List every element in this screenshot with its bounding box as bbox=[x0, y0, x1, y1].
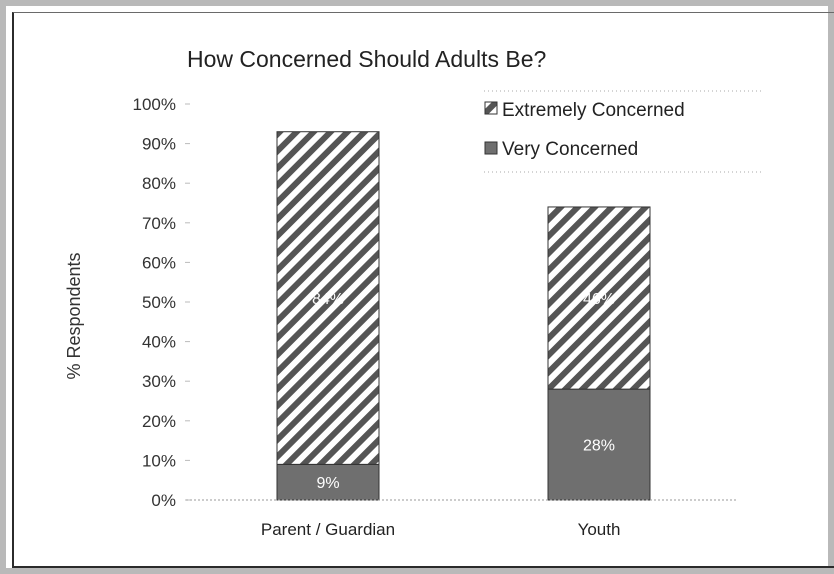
x-axis-labels: Parent / Guardian Youth bbox=[261, 520, 621, 539]
data-label: 46% bbox=[583, 291, 615, 308]
y-tick-label: 90% bbox=[142, 135, 176, 154]
legend-label-extremely-concerned: Extremely Concerned bbox=[502, 100, 685, 121]
data-label: 84% bbox=[312, 291, 344, 308]
y-tick-label: 60% bbox=[142, 253, 176, 272]
y-tick-label: 10% bbox=[142, 451, 176, 470]
y-tick-label: 0% bbox=[151, 491, 176, 510]
y-tick-label: 100% bbox=[133, 95, 176, 114]
data-label: 9% bbox=[316, 475, 339, 492]
y-axis-ticks: 0% 10% 20% 30% 40% 50% 60% 70% 80% 90% 100% bbox=[133, 95, 190, 510]
legend-swatch-very-concerned bbox=[484, 141, 498, 155]
y-tick-label: 40% bbox=[142, 333, 176, 352]
y-tick-label: 80% bbox=[142, 174, 176, 193]
y-axis-label: % Respondents bbox=[64, 252, 84, 379]
x-category-label: Youth bbox=[578, 520, 621, 539]
legend-label-very-concerned: Very Concerned bbox=[502, 139, 638, 160]
y-tick-label: 50% bbox=[142, 293, 176, 312]
y-tick-label: 30% bbox=[142, 372, 176, 391]
bars: 9% 84% 28% 46% bbox=[276, 131, 651, 501]
y-tick-label: 20% bbox=[142, 412, 176, 431]
x-category-label: Parent / Guardian bbox=[261, 520, 395, 539]
chart-title: How Concerned Should Adults Be? bbox=[187, 46, 546, 72]
bar-segment-extremely-concerned bbox=[547, 206, 651, 390]
data-label: 28% bbox=[583, 438, 615, 455]
legend-swatch-extremely-concerned bbox=[484, 101, 498, 115]
chart-area-border bbox=[12, 12, 834, 568]
bar-segment-extremely-concerned bbox=[276, 131, 380, 465]
y-tick-label: 70% bbox=[142, 214, 176, 233]
legend: Extremely Concerned Very Concerned bbox=[484, 90, 762, 173]
